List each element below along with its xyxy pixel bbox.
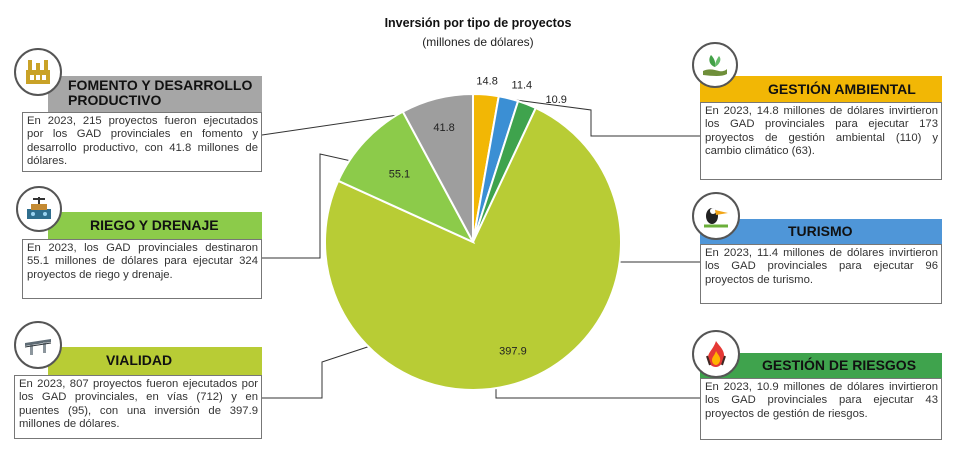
chart-title: Inversión por tipo de proyectos: [384, 16, 572, 30]
fomento-title-line2: PRODUCTIVO: [68, 92, 162, 108]
slice-label-4: 55.1: [389, 168, 410, 180]
pie-slice-5: [401, 92, 474, 243]
turismo-header: TURISMO: [700, 219, 942, 244]
slice-label-5: 41.8: [433, 122, 454, 134]
fomento-title-line1: FOMENTO Y DESARROLLO: [68, 77, 253, 93]
ambiental-header: GESTIÓN AMBIENTAL: [700, 76, 942, 102]
slice-label-0: 14.8: [476, 76, 497, 88]
riego-text: En 2023, los GAD provinciales destinaron…: [22, 239, 262, 299]
riesgos-text: En 2023, 10.9 millones de dólares invirt…: [700, 378, 942, 440]
riesgos-title: GESTIÓN DE RIESGOS: [762, 357, 917, 373]
bridge-icon: [14, 321, 62, 369]
vialidad-title: VIALIDAD: [106, 352, 173, 368]
fire-icon: [692, 330, 740, 378]
chart-subtitle: (millones de dólares): [422, 35, 534, 49]
turismo-text: En 2023, 11.4 millones de dólares invirt…: [700, 244, 942, 304]
slice-label-1: 11.4: [512, 80, 533, 92]
vialidad-header: VIALIDAD: [48, 347, 262, 375]
riego-header: RIEGO Y DRENAJE: [48, 212, 262, 239]
slice-label-2: 10.9: [545, 94, 566, 106]
riesgos-header: GESTIÓN DE RIESGOS: [700, 353, 942, 378]
pie-slice-3: [324, 106, 622, 391]
irrigation-icon: [16, 186, 62, 232]
turismo-title: TURISMO: [788, 223, 853, 239]
vialidad-text: En 2023, 807 proyectos fueron ejecutados…: [14, 375, 262, 439]
plant-hand-icon: [692, 42, 738, 88]
slice-label-3: 397.9: [499, 345, 527, 357]
pie-slice-4: [336, 110, 476, 245]
ambiental-title: GESTIÓN AMBIENTAL: [768, 81, 916, 97]
slice-labels: 14.8 11.4 10.9 397.9 55.1 41.8: [389, 76, 567, 358]
pie-slices: [324, 92, 622, 391]
riego-title: RIEGO Y DRENAJE: [90, 217, 219, 233]
connector-ambiental: [485, 95, 700, 137]
fomento-text: En 2023, 215 proyectos fueron ejecutados…: [22, 112, 262, 172]
ambiental-text: En 2023, 14.8 millones de dólares invirt…: [700, 102, 942, 180]
toucan-icon: [692, 192, 740, 240]
fomento-header: FOMENTO Y DESARROLLO PRODUCTIVO: [48, 76, 262, 112]
factory-icon: [14, 48, 62, 96]
